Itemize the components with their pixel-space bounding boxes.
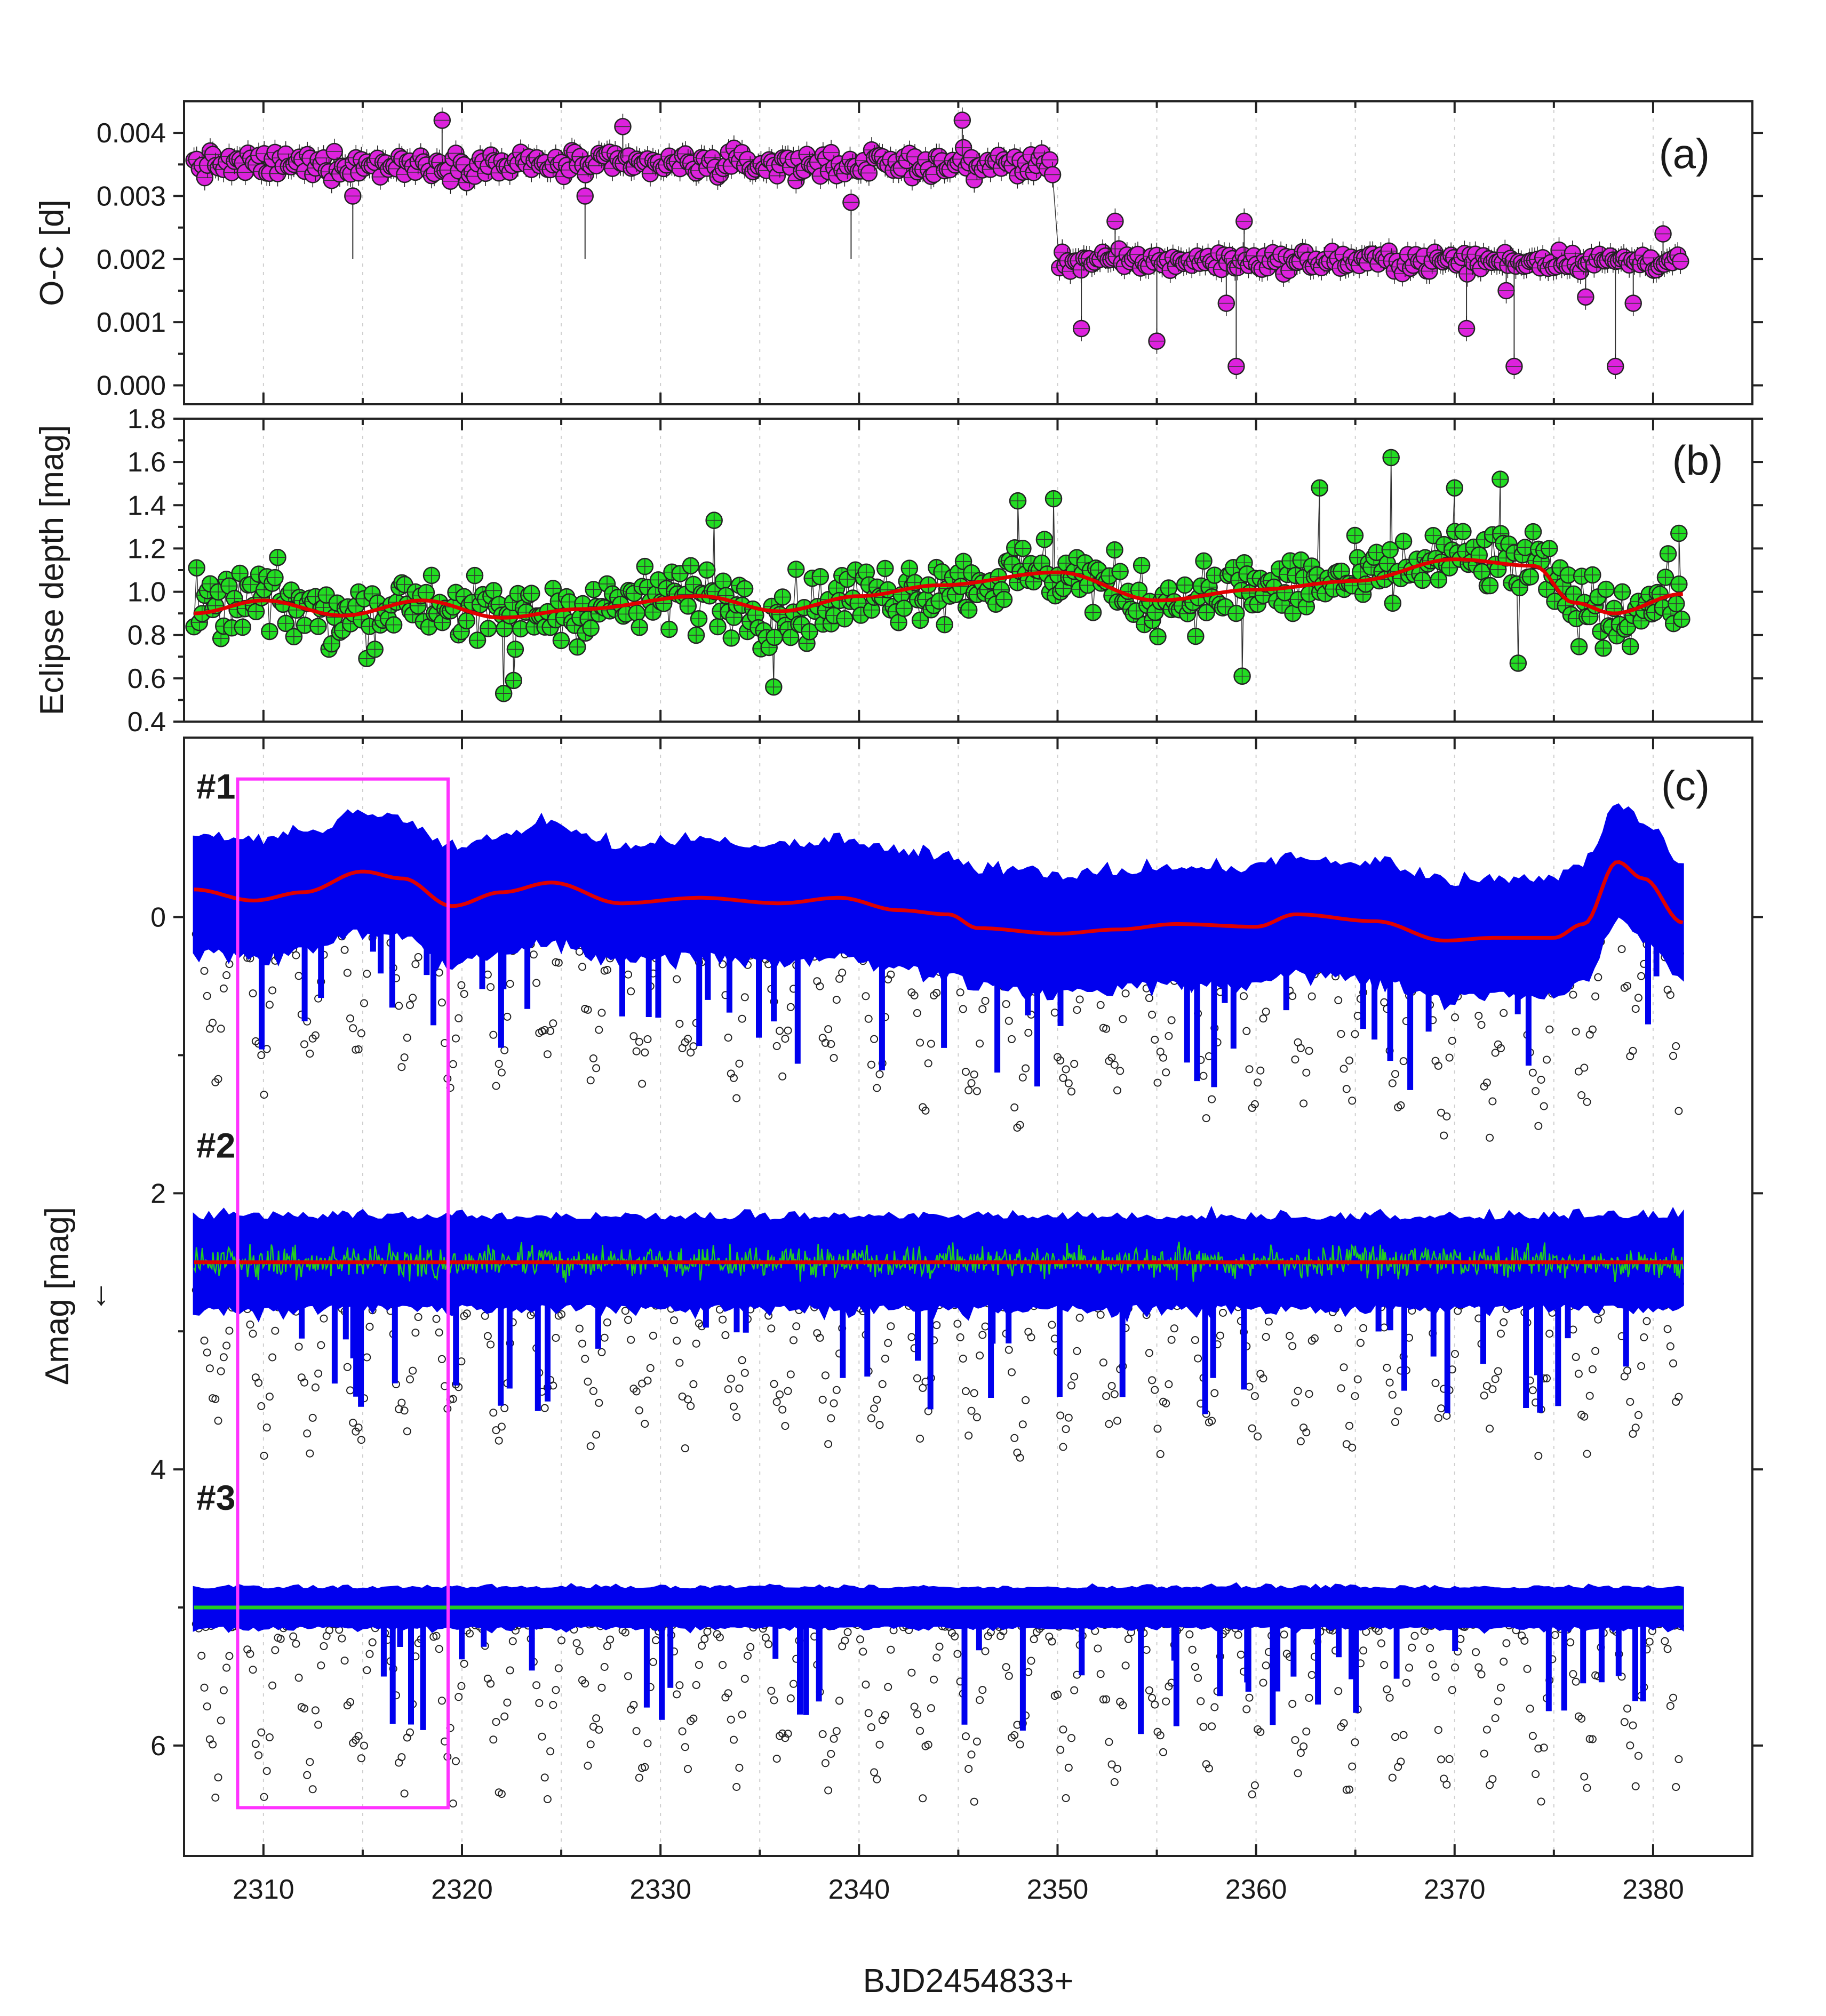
panel-a-oc-diagram: 0.000 0.001 0.002 0.003 0.004 (a) O-C [d] bbox=[34, 100, 1763, 405]
panel-b-y-tick-label: 1.4 bbox=[127, 490, 166, 521]
panel-b-eclipse-depth: 0.4 0.6 0.8 1.0 1.2 1.4 1.6 1.8 (b) Eclipse dep… bbox=[34, 404, 1763, 738]
panel-a-ylabel: O-C [d] bbox=[34, 199, 70, 306]
panel-a-oc-points bbox=[185, 107, 1689, 379]
panel-b-depth-points bbox=[185, 449, 1691, 702]
panel-b-label: (b) bbox=[1672, 437, 1723, 484]
panel-b-y-tick-label: 1.6 bbox=[127, 447, 166, 478]
panel-b-y-tick-label: 0.4 bbox=[127, 707, 166, 738]
panel-a-y-tick-label: 0.004 bbox=[97, 118, 166, 149]
panel-b-ylabel: Eclipse depth [mag] bbox=[34, 425, 70, 716]
panel-a-y-tick-label: 0.002 bbox=[97, 244, 166, 275]
panel-b-y-tick-label: 1.2 bbox=[127, 533, 166, 564]
panel-b-y-tick-label: 0.6 bbox=[127, 663, 166, 694]
panel-b-y-tick-label: 0.8 bbox=[127, 620, 166, 651]
panel-a-y-tick-label: 0.001 bbox=[97, 307, 166, 338]
panel-a-y-tick-label: 0.003 bbox=[97, 181, 166, 212]
panel-a-ticks: 0.000 0.001 0.002 0.003 0.004 bbox=[97, 101, 1763, 404]
panel-b-y-tick-label: 1.0 bbox=[127, 577, 166, 608]
panel-a-frame bbox=[183, 100, 1753, 405]
panel-a-y-tick-label: 0.000 bbox=[97, 371, 166, 402]
panel-b-y-tick-label: 1.8 bbox=[127, 404, 166, 435]
panel-a-label: (a) bbox=[1659, 130, 1710, 177]
